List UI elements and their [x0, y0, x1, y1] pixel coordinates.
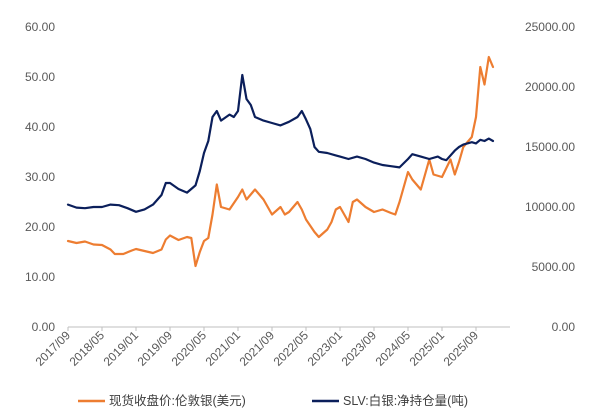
x-tick-label: 2023/09	[339, 328, 380, 369]
x-tick-label: 2025/09	[441, 328, 482, 369]
legend-item-slv-holdings: SLV:白银:净持仓量(吨)	[312, 393, 468, 408]
x-tick-label: 2023/01	[305, 328, 346, 369]
x-tick-label: 2021/01	[203, 328, 244, 369]
legend-label-slv-holdings: SLV:白银:净持仓量(吨)	[343, 393, 468, 408]
y-left-tick-label: 40.00	[25, 120, 55, 134]
y-left-tick-label: 60.00	[25, 20, 55, 34]
x-tick-label: 2022/05	[271, 328, 312, 369]
x-tick-label: 2020/05	[169, 328, 210, 369]
x-axis: 2017/092018/052019/012019/092020/052021/…	[33, 327, 482, 369]
series-line-silver-price	[66, 55, 495, 268]
x-tick-label: 2024/05	[373, 328, 414, 369]
x-tick-label: 2025/01	[407, 328, 448, 369]
legend-item-silver-price: 现货收盘价:伦敦银(美元)	[78, 393, 246, 408]
y-left-tick-label: 20.00	[25, 220, 55, 234]
y-right-tick-label: 5000.00	[532, 260, 576, 274]
y-left-tick-label: 50.00	[25, 70, 55, 84]
y-right-tick-label: 10000.00	[525, 200, 575, 214]
y-left-tick-label: 0.00	[32, 320, 56, 334]
series-line-slv-holdings	[66, 73, 495, 213]
series-layer	[66, 55, 495, 268]
y-left-tick-label: 30.00	[25, 170, 55, 184]
x-tick-label: 2018/05	[67, 328, 108, 369]
x-tick-label: 2017/09	[33, 328, 74, 369]
y-right-tick-label: 20000.00	[525, 80, 575, 94]
legend: 现货收盘价:伦敦银(美元) SLV:白银:净持仓量(吨)	[78, 393, 468, 408]
y-left-axis: 0.00 10.00 20.00 30.00 40.00 50.00 60.00	[25, 20, 55, 334]
y-left-tick-label: 10.00	[25, 270, 55, 284]
x-tick-label: 2019/01	[101, 328, 142, 369]
x-tick-label: 2019/09	[135, 328, 176, 369]
y-right-axis: 0.00 5000.00 10000.00 15000.00 20000.00 25000…	[525, 20, 575, 334]
y-right-tick-label: 0.00	[552, 320, 576, 334]
legend-label-silver-price: 现货收盘价:伦敦银(美元)	[109, 393, 246, 408]
y-right-tick-label: 15000.00	[525, 140, 575, 154]
x-tick-label: 2021/09	[237, 328, 278, 369]
y-right-tick-label: 25000.00	[525, 20, 575, 34]
